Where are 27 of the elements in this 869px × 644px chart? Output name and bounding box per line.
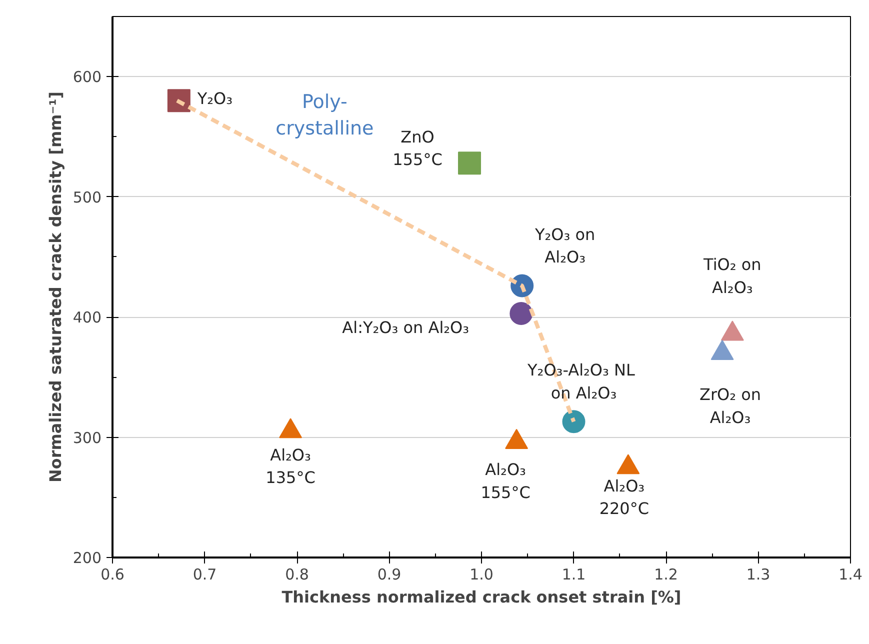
series-label: Y₂O₃-Al₂O₃ NL on Al₂O₃ [526,360,635,403]
series-label: ZrO₂ on Al₂O₃ [699,385,762,428]
x-tick-label: 0.7 [192,566,217,584]
series-label: Al₂O₃ 220°C [599,476,650,518]
series-label: Al₂O₃ 135°C [266,445,316,488]
x-tick-label: 0.6 [100,566,124,584]
y-tick-label: 500 [72,188,102,206]
x-tick-label: 1.2 [654,566,678,584]
y-tick-label: 200 [72,549,102,567]
x-tick-label: 1.4 [838,566,862,584]
x-tick-label: 1.3 [746,566,770,584]
x-tick-label: 0.8 [285,566,309,584]
text: Al:Y₂O₃ on Al₂O₃ [342,318,470,337]
x-tick-label: 1.0 [470,566,494,584]
x-axis-title: Thickness normalized crack onset strain [%] [282,588,682,606]
annotation: Poly- crystalline [276,90,374,140]
y-tick-label: 300 [72,428,102,447]
series-label: ZnO 155°C [392,127,442,170]
y-tick-label: 400 [72,308,102,327]
x-tick-label: 0.9 [377,566,402,584]
y-tick-label: 600 [72,68,102,86]
x-tick-label: 1.1 [562,566,586,584]
text: TiO₂ on Al₂O₃ [702,254,762,297]
y-axis-title: Normalized saturated crack density [mm⁻¹] [46,91,65,483]
series-label: Y₂O₃ [196,89,233,108]
series-label: Al₂O₃ 155°C [480,460,530,502]
series-label: Y₂O₃ on Al₂O₃ [534,224,596,267]
